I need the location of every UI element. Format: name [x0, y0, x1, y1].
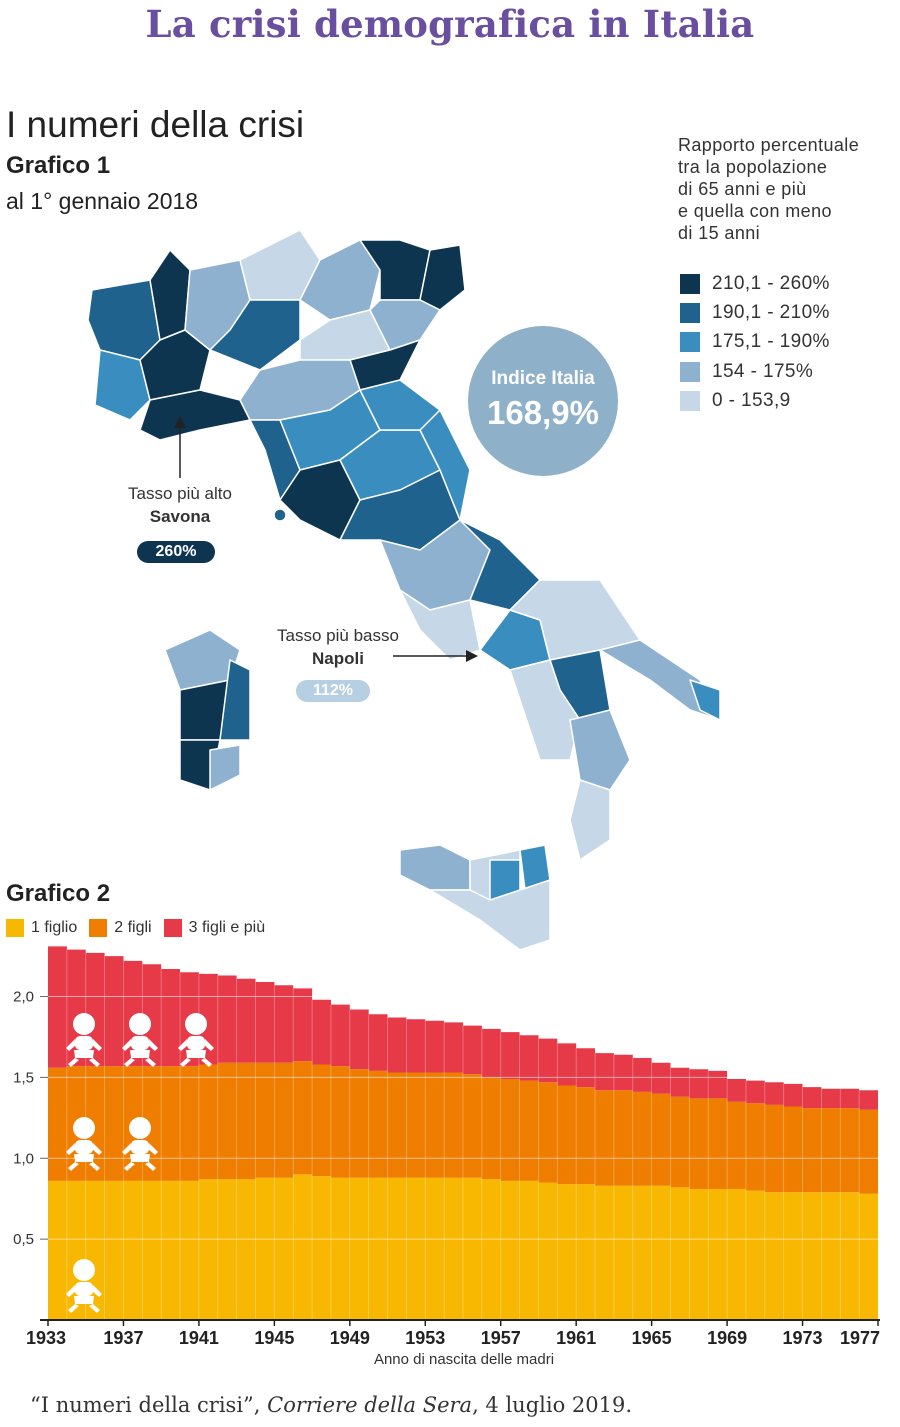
- map-legend-item: 175,1 - 190%: [680, 331, 830, 353]
- map-region: [429, 879, 551, 951]
- footer-source: Corriere della Sera: [267, 1393, 473, 1417]
- legend-label: 210,1 - 260%: [712, 273, 830, 294]
- legend-swatch: [89, 919, 108, 937]
- legend-swatch: [6, 919, 24, 937]
- highest-place: Savona: [149, 507, 211, 526]
- area-series-1: [48, 1174, 878, 1320]
- highest-value-pill: 260%: [137, 541, 215, 563]
- x-tick-label: 1953: [405, 1328, 445, 1348]
- legend-label: 3 figli e più: [188, 919, 266, 936]
- area-series-3: [48, 946, 878, 1110]
- baby-icon: [122, 1013, 158, 1067]
- x-tick-label: 1949: [330, 1328, 370, 1348]
- x-tick-label: 1945: [254, 1328, 294, 1348]
- map-legend-item: 154 - 175%: [680, 361, 813, 383]
- chart-x-ticks: 1933 1937 1941 1945 1949 1953 1957 1961 1965 1969…: [26, 1320, 880, 1348]
- map-region: [569, 709, 631, 791]
- legend-label: 154 - 175%: [712, 361, 814, 382]
- lowest-place: Napoli: [312, 649, 364, 668]
- baby-icon: [66, 1117, 102, 1171]
- map-legend-item: 190,1 - 210%: [680, 302, 830, 324]
- lowest-value-pill: 112%: [296, 680, 370, 702]
- map-region: [419, 244, 466, 311]
- baby-icon: [122, 1117, 158, 1171]
- map-region: [94, 349, 151, 421]
- grafico1-subtitle: al 1° gennaio 2018: [6, 188, 199, 214]
- main-title: La crisi demografica in Italia: [145, 2, 755, 46]
- legend-swatch: [680, 274, 700, 294]
- legend-swatch: [163, 919, 182, 937]
- grafico1-title: Grafico 1: [6, 152, 111, 179]
- map-legend-item: 210,1 - 260%: [680, 273, 830, 295]
- y-tick-label: 1,5: [13, 1069, 34, 1086]
- chart-y-ticks: 0,5 1,0 1,5 2,0: [13, 989, 34, 1249]
- highest-arrowhead: [174, 416, 186, 428]
- y-tick-label: 1,0: [13, 1150, 34, 1167]
- x-tick-label: 1969: [707, 1328, 747, 1348]
- map-region: [569, 779, 611, 861]
- footer-date: , 4 luglio 2019.: [472, 1393, 633, 1417]
- baby-icon: [66, 1259, 102, 1313]
- legend-swatch: [680, 362, 700, 382]
- chart-column-lines: [66, 949, 860, 1320]
- footer-quote: “I numeri della crisi”,: [30, 1393, 268, 1417]
- legend-label: 175,1 - 190%: [712, 331, 830, 352]
- x-tick-label: 1961: [556, 1328, 596, 1348]
- x-tick-label: 1977: [840, 1328, 880, 1348]
- chart-legend-item: 1 figlio: [6, 919, 77, 937]
- legend-swatch: [680, 303, 700, 323]
- map-legend-title-line: di 15 anni: [678, 223, 761, 243]
- y-tick-label: 2,0: [13, 989, 34, 1006]
- index-value: 168,9%: [487, 394, 599, 431]
- legend-label: 190,1 - 210%: [712, 302, 830, 323]
- chart-gridlines: [40, 996, 878, 1240]
- x-tick-label: 1965: [632, 1328, 672, 1348]
- italy-map: [87, 229, 721, 951]
- highest-label: Tasso più alto: [128, 484, 232, 503]
- baby-icon: [66, 1013, 102, 1067]
- map-region: [359, 379, 441, 431]
- x-tick-label: 1933: [26, 1328, 66, 1348]
- chart-legend-item: 3 figli e più: [163, 919, 266, 937]
- x-tick-label: 1973: [783, 1328, 823, 1348]
- chart-legend-item: 2 figli: [89, 919, 152, 937]
- source-footer: “I numeri della crisi”, Corriere della S…: [30, 1393, 632, 1417]
- chart-areas: [48, 946, 878, 1320]
- lowest-annotation: Tasso più basso Napoli: [258, 626, 418, 669]
- chart-legend: 1 figlio 2 figli 3 figli e più: [6, 919, 277, 937]
- legend-swatch: [680, 332, 700, 352]
- map-legend-title-line: tra la popolazione: [678, 157, 828, 177]
- legend-label: 1 figlio: [31, 919, 78, 936]
- map-legend-title-line: e quella con meno: [678, 201, 832, 221]
- y-tick-label: 0,5: [13, 1231, 34, 1248]
- map-region: [689, 679, 721, 721]
- lowest-label: Tasso più basso: [277, 626, 399, 645]
- index-label: Indice Italia: [491, 368, 595, 389]
- legend-label: 0 - 153,9: [712, 390, 791, 411]
- x-tick-label: 1937: [103, 1328, 143, 1348]
- map-region: [209, 744, 241, 791]
- legend-swatch: [680, 391, 700, 411]
- section-title: I numeri della crisi: [6, 104, 305, 145]
- legend-label: 2 figli: [114, 919, 152, 936]
- highest-annotation: Tasso più alto Savona: [100, 484, 260, 527]
- x-tick-label: 1957: [481, 1328, 521, 1348]
- x-axis-label: Anno di nascita delle madri: [374, 1351, 554, 1368]
- map-legend-title: Rapporto percentuale tra la popolazione …: [678, 134, 859, 244]
- map-island: [273, 508, 287, 522]
- map-legend-title-line: di 65 anni e più: [678, 179, 807, 199]
- index-circle: Indice Italia 168,9%: [468, 326, 618, 476]
- map-legend-title-line: Rapporto percentuale: [678, 135, 860, 155]
- map-region: [219, 659, 251, 741]
- baby-icon: [178, 1013, 214, 1067]
- grafico2-title: Grafico 2: [6, 880, 111, 907]
- map-region: [139, 389, 251, 441]
- lowest-arrowhead: [466, 650, 478, 662]
- map-legend-item: 0 - 153,9: [680, 390, 791, 412]
- x-tick-label: 1941: [179, 1328, 219, 1348]
- baby-icons: [66, 1013, 214, 1313]
